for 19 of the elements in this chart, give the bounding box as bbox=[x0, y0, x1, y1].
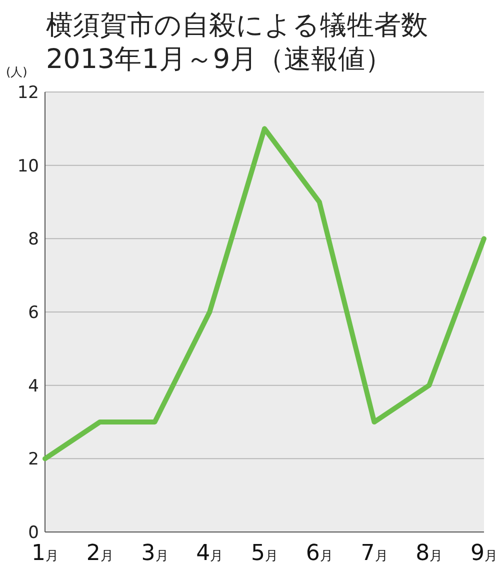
y-tick-label: 6 bbox=[28, 303, 39, 323]
y-axis-title: (人) bbox=[6, 65, 28, 79]
y-tick-label: 2 bbox=[28, 450, 39, 470]
x-tick-label: 8月 bbox=[416, 541, 443, 566]
y-tick-label: 12 bbox=[17, 83, 39, 103]
x-tick-label: 2月 bbox=[86, 541, 114, 566]
x-tick-label: 3月 bbox=[141, 541, 168, 566]
x-tick-label: 1月 bbox=[32, 541, 58, 566]
x-tick-label: 4月 bbox=[196, 541, 224, 566]
y-tick-label: 10 bbox=[17, 156, 39, 176]
chart-subtitle: 2013年1月～9月（速報値） bbox=[46, 44, 392, 75]
x-tick-label: 6月 bbox=[306, 541, 333, 566]
x-tick-label: 7月 bbox=[360, 541, 388, 566]
x-tick-label: 5月 bbox=[251, 541, 278, 566]
y-tick-label: 0 bbox=[28, 523, 39, 543]
chart-title: 横須賀市の自殺による犠牲者数 bbox=[46, 10, 428, 41]
y-tick-label: 4 bbox=[28, 376, 39, 396]
x-tick-label: 9月 bbox=[470, 541, 498, 566]
y-tick-label: 8 bbox=[28, 230, 39, 250]
